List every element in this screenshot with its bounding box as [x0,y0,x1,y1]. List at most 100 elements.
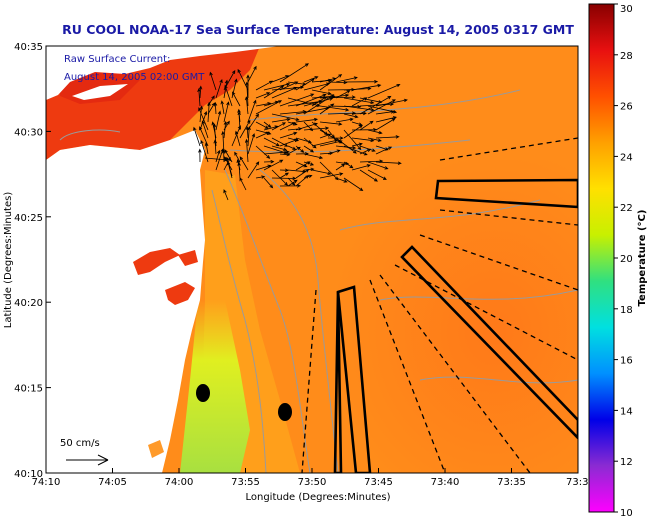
current-vector [255,131,270,139]
current-vector [303,153,324,160]
current-vector [295,145,305,153]
contour-8 [419,376,578,384]
current-vector [351,142,363,147]
current-vector [271,137,289,147]
inlet-red-3 [178,250,198,266]
current-vector [255,80,274,91]
current-vector [351,111,367,116]
current-vector [227,161,233,177]
current-vector [255,145,271,159]
current-vector [199,111,208,131]
x-axis-label: Longitude (Degrees:Minutes) [245,492,390,503]
mooring-2 [278,403,292,421]
current-vector [311,89,332,96]
colorbar-tick-label: 24 [620,152,633,163]
current-vector [223,120,228,139]
current-vector [198,148,202,163]
current-vector [359,148,372,155]
current-vector [263,137,280,147]
current-vector [351,164,371,171]
current-vector [327,149,341,155]
transect-4 [394,264,578,361]
current-vector [335,177,348,183]
current-vector [207,101,211,123]
plot-area [46,46,578,473]
current-vector [319,105,350,112]
box-southeast [400,245,578,440]
current-vector [303,161,315,166]
current-vector [279,152,291,157]
new-jersey-land [46,130,205,473]
current-vector [311,169,332,175]
current-vector [303,76,319,83]
current-vector [367,161,389,170]
current-label: Raw Surface Current: [64,54,170,65]
current-vector [209,71,217,91]
x-tick-label: 74:05 [98,477,127,488]
current-vector [295,93,327,107]
current-vector [335,90,351,99]
y-tick-label: 40:25 [14,213,43,224]
current-vector [263,177,274,189]
glider-boxes [333,178,578,473]
current-vector [237,161,241,179]
current-vector [263,121,272,128]
current-vector [367,129,383,135]
current-time: August 14, 2005 02:00 GMT [64,72,205,83]
current-vector [271,122,287,131]
current-vector [327,136,344,140]
current-vectors [193,63,408,201]
current-vector [295,161,308,168]
current-vector [247,161,260,179]
current-vector [319,121,343,126]
current-vector [367,84,401,99]
colorbar-label: Temperature (°C) [637,210,648,307]
transect-3 [419,234,578,291]
colorbar-tick-label: 28 [620,51,633,62]
current-vector [367,99,396,115]
current-vector [246,74,250,98]
current-vector [198,107,209,131]
current-vector [199,126,209,147]
contour-6 [339,199,541,231]
colorbar-tick-label: 14 [620,406,633,417]
current-vector [319,133,332,139]
current-vector [213,139,217,155]
contour-1 [211,189,267,473]
current-vector [223,189,229,201]
y-tick-label: 40:30 [14,127,43,138]
contour-4 [229,139,471,153]
current-vector [319,172,344,179]
current-vector [287,121,298,126]
current-vector [375,98,408,107]
current-vector [271,176,297,181]
current-vector [343,177,364,191]
colorbar-tick-label: 20 [620,254,633,265]
current-vector [247,125,251,147]
current-vector [287,179,298,187]
y-tick-label: 40:15 [14,384,43,395]
current-vector [319,161,339,181]
current-vector [351,83,382,91]
current-vector [271,169,289,186]
current-vector [343,80,379,84]
current-vector [343,161,354,169]
scale-label: 50 cm/s [60,438,100,449]
current-vector [244,138,249,163]
current-vector [239,177,247,191]
current-vector [255,92,271,99]
colorbar-tick-label: 30 [620,4,633,15]
current-vector [263,85,285,99]
current-vector [201,120,209,139]
current-vector [311,96,328,107]
current-vector [335,163,346,171]
current-vector [204,142,209,155]
current-vector [303,126,330,131]
x-tick-label: 73:55 [231,477,260,488]
current-vector [198,85,203,99]
current-vector [279,63,309,83]
y-axis-label: Latitude (Degrees:Minutes) [3,192,14,329]
current-vector [367,169,387,180]
current-vector [343,113,359,119]
